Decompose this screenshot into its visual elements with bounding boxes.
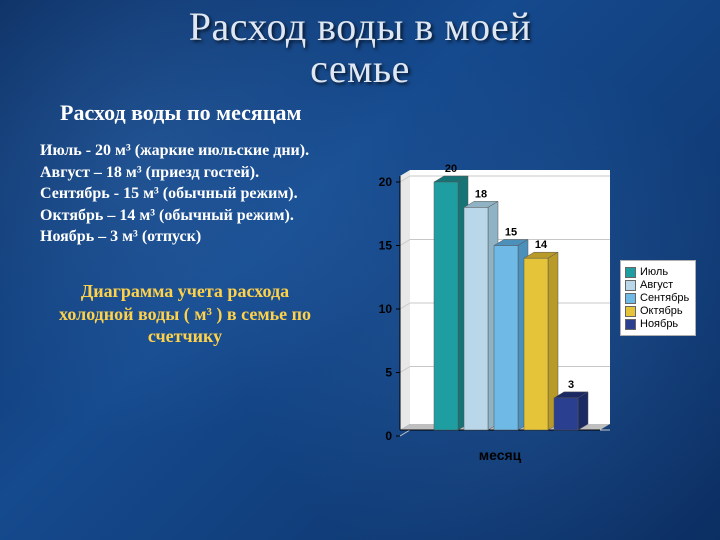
bullet-item: Август – 18 м³ (приезд гостей). <box>40 162 360 184</box>
legend-label: Сентябрь <box>640 292 689 304</box>
legend-swatch <box>625 306 636 317</box>
subtitle: Расход воды по месяцам <box>60 100 302 126</box>
bullet-item: Октябрь – 14 м³ (обычный режим). <box>40 205 360 227</box>
legend-item: Октябрь <box>625 305 689 317</box>
bullet-item: Сентябрь - 15 м³ (обычный режим). <box>40 183 360 205</box>
chart-caption: Диаграмма учета расхода холодной воды ( … <box>55 280 315 348</box>
legend-label: Ноябрь <box>640 318 678 330</box>
svg-text:3: 3 <box>568 379 574 391</box>
legend-item: Ноябрь <box>625 318 689 330</box>
bullet-item: Июль - 20 м³ (жаркие июльские дни). <box>40 140 360 162</box>
svg-text:5: 5 <box>385 366 392 380</box>
legend: ИюльАвгустСентябрьОктябрьНоябрь <box>620 260 696 336</box>
legend-item: Август <box>625 279 689 291</box>
title-line-2: семье <box>310 46 410 91</box>
legend-item: Сентябрь <box>625 292 689 304</box>
bullet-item: Ноябрь – 3 м³ (отпуск) <box>40 226 360 248</box>
legend-label: Август <box>640 279 673 291</box>
bullet-list: Июль - 20 м³ (жаркие июльские дни). Авгу… <box>40 140 360 248</box>
svg-text:18: 18 <box>475 188 487 200</box>
svg-text:месяц: месяц <box>479 447 522 463</box>
svg-text:20: 20 <box>445 163 457 175</box>
svg-text:14: 14 <box>535 239 548 251</box>
legend-swatch <box>625 280 636 291</box>
svg-text:15: 15 <box>505 227 517 239</box>
legend-swatch <box>625 267 636 278</box>
legend-item: Июль <box>625 266 689 278</box>
legend-label: Октябрь <box>640 305 683 317</box>
legend-swatch <box>625 293 636 304</box>
bar-chart: 0 5 10 15 20 20 18 15 14 3 месяц <box>360 150 620 480</box>
svg-text:20: 20 <box>379 175 393 189</box>
title-line-1: Расход воды в моей <box>189 4 531 49</box>
legend-swatch <box>625 319 636 330</box>
svg-text:15: 15 <box>379 239 393 253</box>
legend-label: Июль <box>640 266 668 278</box>
slide-title: Расход воды в моей семье <box>0 0 720 90</box>
svg-text:10: 10 <box>379 302 393 316</box>
svg-text:0: 0 <box>385 429 392 443</box>
slide: Расход воды в моей семье Расход воды по … <box>0 0 720 540</box>
